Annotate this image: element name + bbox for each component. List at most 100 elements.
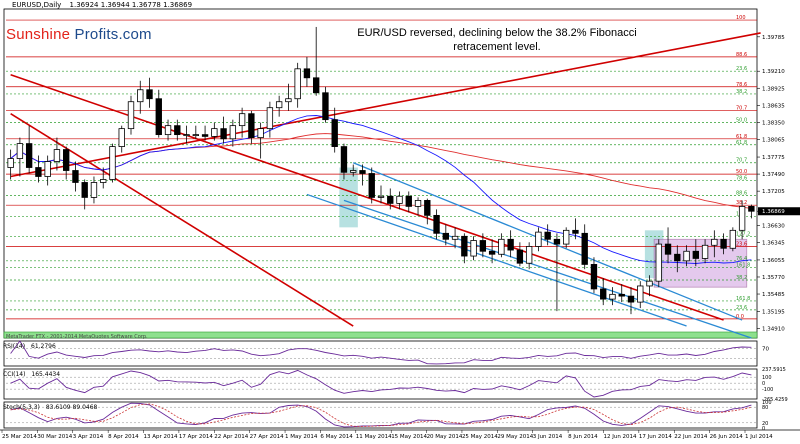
date-tick-label: 30 Mar 2014	[37, 434, 72, 440]
candle-body	[692, 250, 699, 259]
candle-body	[451, 235, 459, 240]
candle-body	[655, 243, 662, 282]
fib-level-label: 0.0	[736, 314, 744, 320]
candle-body	[525, 246, 533, 264]
candle-body	[248, 113, 255, 139]
fib-level-label: 76.4	[736, 256, 747, 262]
fib-level-label: 50.0	[736, 169, 747, 175]
fib-level-label: 78.6	[736, 176, 747, 182]
candle-body	[359, 170, 366, 174]
cci-tick-label: 237.5915	[762, 367, 786, 373]
candle-body	[535, 231, 542, 247]
price-tick-label: 1.35770	[762, 275, 785, 281]
candle-body	[479, 240, 487, 252]
cci-label: CCI(14) 165.4434	[3, 371, 60, 378]
candle-body	[81, 182, 88, 198]
candle-body	[711, 238, 718, 246]
date-tick-label: 27 Apr 2014	[250, 434, 285, 440]
candle-body	[313, 77, 320, 94]
candle-body	[544, 231, 551, 240]
price-tick-label: 1.36345	[762, 241, 785, 247]
price-tick-label: 1.38350	[762, 121, 785, 127]
brand-logo: Sunshine Profits.com	[6, 26, 152, 43]
candle-body	[414, 200, 422, 207]
cci-tick-label: -265.4259	[762, 397, 788, 403]
candle-body	[488, 250, 496, 255]
date-tick-label: 11 May 2014	[356, 434, 392, 440]
candle-body	[257, 128, 264, 139]
candle-body	[16, 143, 24, 159]
candle-body	[100, 179, 107, 183]
cci-tick-label: 100	[762, 375, 772, 381]
fib-level-label: 78.6	[736, 82, 747, 88]
date-tick-label: 26 Jun 2014	[710, 434, 744, 440]
fib-level-label: 23.6	[736, 305, 747, 311]
fib-level-label: 70.7	[736, 158, 747, 164]
fib-level-label: 61.8	[736, 134, 747, 140]
date-axis: 25 Mar 2014 30 Mar 2014 3 Apr 2014 8 Apr 20…	[0, 429, 800, 440]
candle-body	[729, 229, 737, 249]
candle-body	[331, 119, 338, 147]
candle-body	[294, 68, 301, 100]
stoch-value-signal: 89.0468	[72, 404, 98, 411]
rsi-value: 61.2796	[31, 343, 56, 350]
candle-body	[516, 249, 524, 264]
fib-level-label: 38.2	[736, 275, 747, 281]
highlight-zone-teal	[339, 167, 358, 228]
candle-body	[664, 243, 672, 255]
candle-body	[211, 128, 218, 137]
price-tick-label: 1.38065	[762, 138, 785, 144]
candle-body	[72, 170, 79, 183]
ohlc-low: 1.36778	[131, 1, 161, 9]
stoch-tick-label: 0	[762, 426, 765, 432]
support-band	[3, 331, 758, 339]
cci-tick-label: -100	[762, 387, 773, 393]
date-tick-label: 12 Jun 2014	[603, 434, 637, 440]
price-tick-label: 1.35485	[762, 292, 785, 298]
candle-body	[470, 240, 477, 257]
price-tick-label: 1.39210	[762, 69, 785, 75]
pane-frame	[3, 340, 758, 367]
price-tick-label: 1.37490	[762, 172, 785, 178]
ohlc-open: 1.36924	[69, 1, 99, 9]
date-tick-label: 20 May 2014	[427, 434, 463, 440]
date-tick-label: 22 Jun 2014	[674, 434, 708, 440]
fib-level-label: 161.8	[736, 296, 750, 302]
fib-level-label: 38.2	[736, 89, 747, 95]
candle-body	[183, 134, 190, 137]
candle-body	[201, 134, 209, 137]
symbol-label: EURUSD,Daily	[12, 1, 62, 9]
fib-level-label: 127.2	[736, 231, 750, 237]
channel-line-blue	[343, 199, 752, 339]
candle-body	[44, 161, 51, 177]
candle-body	[238, 113, 246, 127]
ohlc-high: 1.36944	[100, 1, 130, 9]
candle-body	[600, 288, 607, 300]
candle-body	[507, 238, 514, 251]
date-tick-label: 3 Jun 2014	[533, 434, 563, 440]
date-tick-label: 15 May 2014	[391, 434, 427, 440]
candle-body	[192, 134, 199, 137]
candle-body	[701, 244, 709, 259]
candle-body	[63, 149, 70, 171]
candle-body	[396, 195, 403, 204]
candle-body	[127, 101, 135, 130]
copyright-note: MetaTrader FTX - 2001-2014 MetaQuotes So…	[6, 334, 148, 340]
candle-body	[563, 229, 570, 245]
moving-average-short	[10, 115, 752, 264]
fib-level-label: 23.6	[736, 66, 747, 72]
candle-body	[377, 195, 385, 198]
candle-body	[646, 280, 653, 287]
stoch-tick-label: 100	[762, 400, 772, 406]
date-tick-label: 8 Apr 2014	[108, 434, 139, 440]
price-tick-label: 1.39785	[762, 35, 785, 41]
date-tick-label: 25 Mar 2014	[2, 434, 37, 440]
price-tick-label: 1.38635	[762, 104, 785, 110]
fib-level-label: 38.2	[736, 200, 747, 206]
candle-body	[683, 250, 690, 262]
price-pane: 10088.623.678.638.270.750.061.861.870.75…	[3, 8, 800, 339]
cci-value: 165.4434	[31, 371, 61, 378]
fib-level-label: 61.8	[736, 140, 747, 146]
candle-body	[285, 98, 292, 103]
